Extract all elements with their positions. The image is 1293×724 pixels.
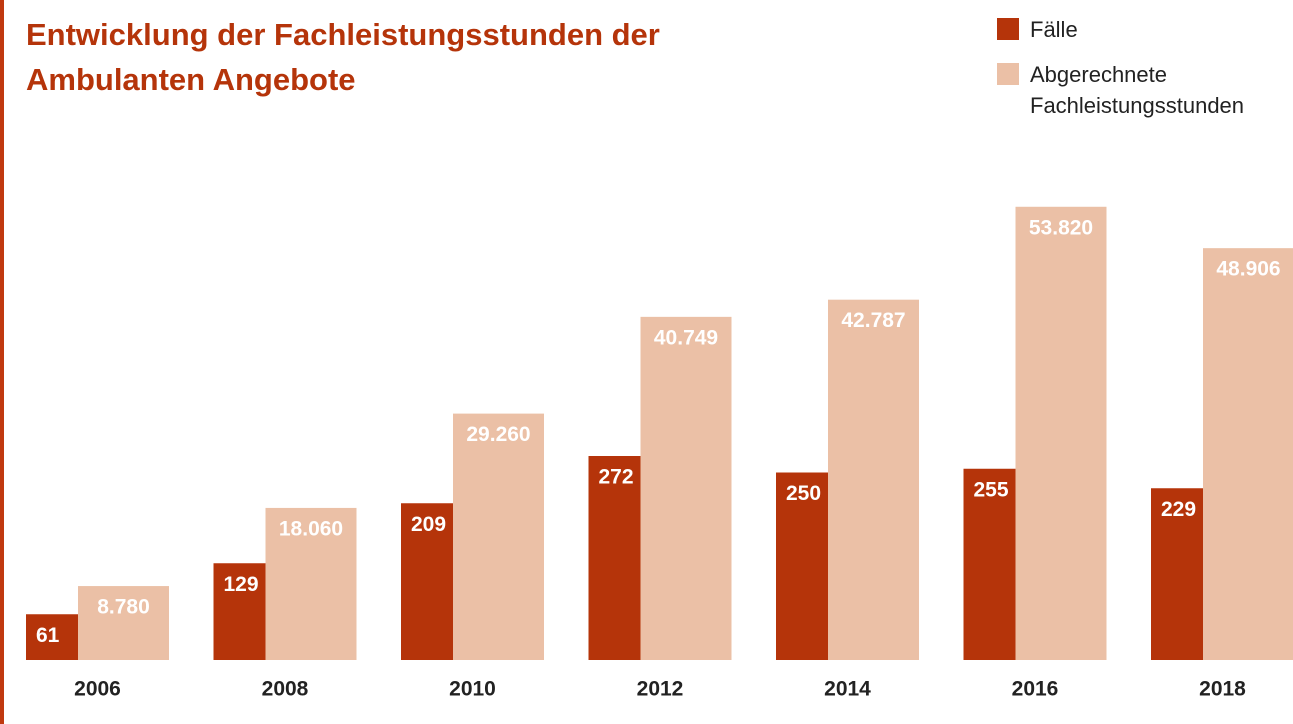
data-label: 48.906: [1216, 258, 1280, 281]
x-tick-label: 2010: [449, 678, 496, 701]
data-label: 8.780: [97, 596, 150, 619]
x-tick-label: 2006: [74, 678, 121, 701]
bar: [453, 413, 544, 660]
bar: [213, 563, 266, 660]
data-label: 53.820: [1029, 216, 1093, 239]
legend-label: Abgerechnete Fachleistungsstunden: [1030, 62, 1245, 118]
bar: [776, 472, 828, 660]
bar: [828, 299, 919, 660]
data-label: 61: [36, 624, 60, 647]
x-tick-label: 2018: [1199, 678, 1246, 701]
data-label: 255: [974, 478, 1009, 501]
bar: [588, 456, 641, 660]
legend: Fälle Abgerechnete Fachleistungsstunden: [997, 14, 1287, 135]
data-label: 209: [411, 513, 446, 536]
bar: [1015, 206, 1107, 661]
data-label: 42.787: [841, 309, 905, 332]
bar: [78, 586, 169, 660]
data-label: 40.749: [654, 326, 718, 349]
data-label: 272: [599, 466, 634, 489]
data-label: 29.260: [466, 423, 530, 446]
x-tick-label: 2016: [1012, 678, 1059, 701]
x-tick-label: 2014: [824, 678, 871, 701]
legend-swatch: [997, 18, 1019, 40]
bar: [265, 507, 357, 660]
data-label: 18.060: [279, 517, 343, 540]
chart-title: Entwicklung der Fachleistungsstunden der…: [26, 17, 660, 97]
x-tick-label: 2008: [262, 678, 309, 701]
bar: [640, 316, 732, 660]
bar: [26, 614, 78, 660]
bar: [1151, 488, 1203, 660]
data-label: 250: [786, 482, 821, 505]
legend-item: Fälle: [997, 14, 1287, 45]
legend-label: Fälle: [1030, 17, 1078, 42]
bar: [963, 468, 1016, 660]
bar: [1203, 248, 1293, 660]
frame-border: [0, 0, 4, 724]
data-label: 129: [224, 573, 259, 596]
data-label: 229: [1161, 498, 1196, 521]
bar: [401, 503, 453, 660]
x-tick-label: 2012: [637, 678, 684, 701]
legend-item: Abgerechnete Fachleistungsstunden: [997, 59, 1287, 121]
legend-swatch: [997, 63, 1019, 85]
